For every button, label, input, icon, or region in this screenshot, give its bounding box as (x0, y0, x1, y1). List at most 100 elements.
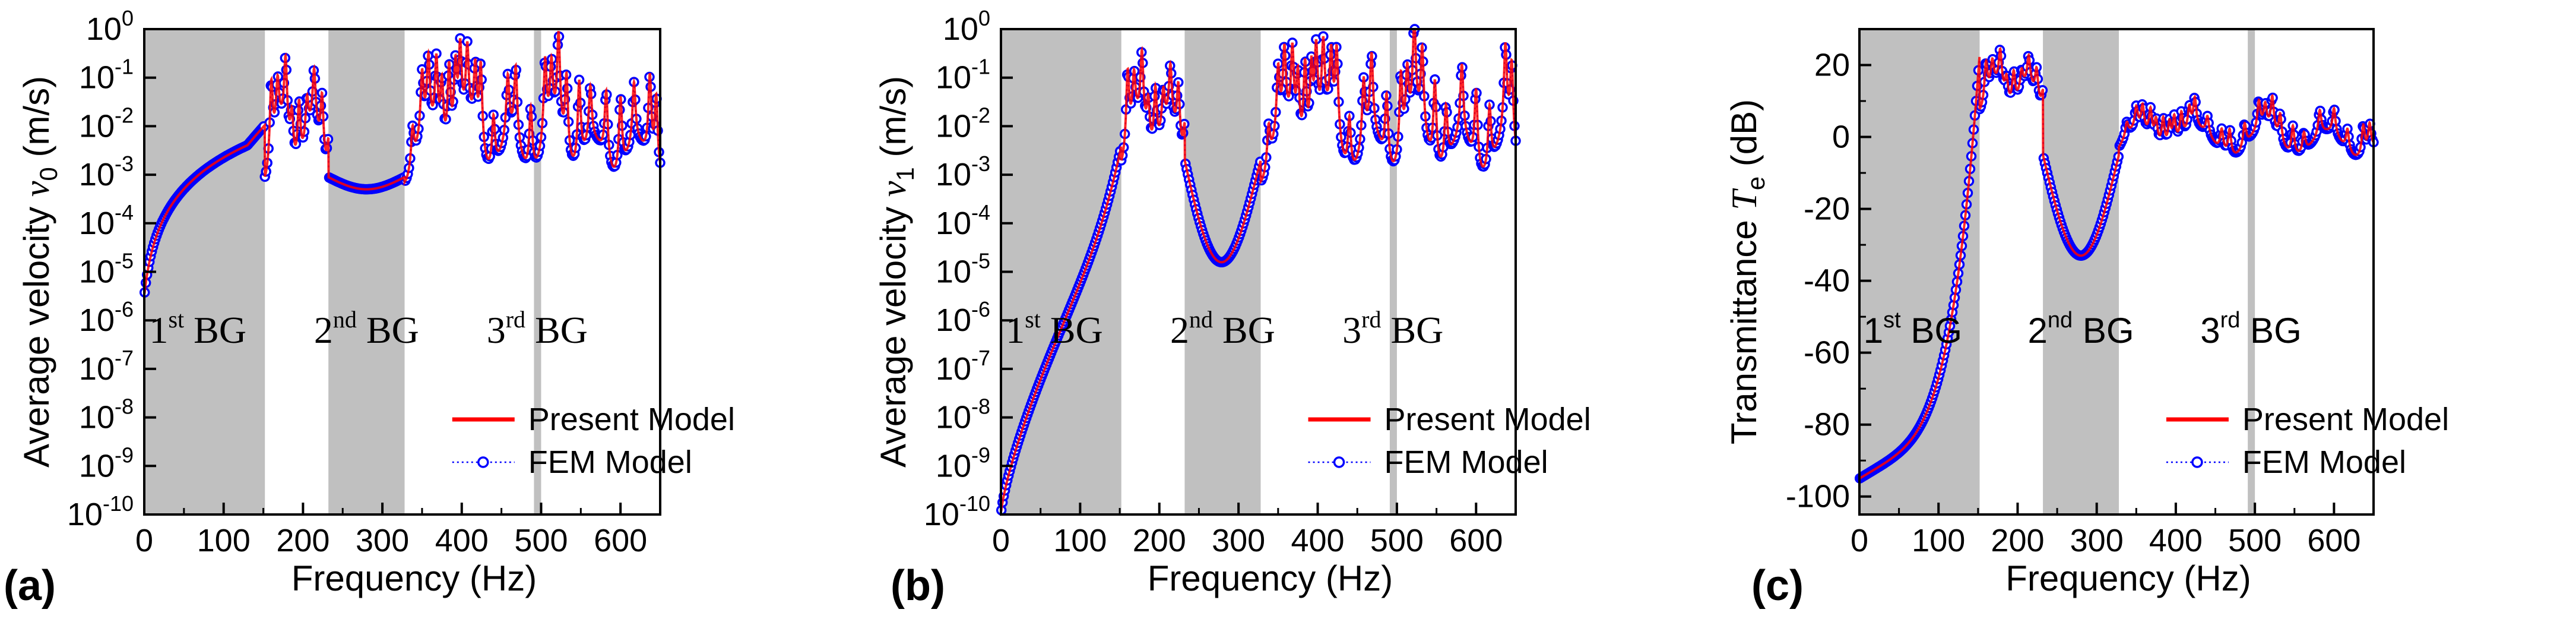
x-tick-label: 0 (135, 523, 153, 558)
band-gap-ordinal: st (1883, 308, 1901, 333)
band-gap-number: 1 (149, 309, 168, 351)
y-tick-label: 10-5 (79, 249, 134, 290)
y-label-symbol: v (874, 181, 913, 197)
y-tick-label: 10-9 (936, 443, 990, 484)
band-gap-number: 2 (2028, 311, 2048, 351)
y-tick-label: -100 (1786, 479, 1850, 514)
band-gap-text: BG (2240, 311, 2301, 351)
legend-fem-model-label: FEM Model (528, 444, 692, 480)
y-tick-base: 10 (936, 254, 971, 290)
panel-label: (a) (4, 562, 56, 610)
legend-fem-model-marker (477, 456, 489, 468)
y-label-subscript: 1 (891, 167, 919, 181)
y-label-subscript: e (1742, 176, 1770, 190)
legend-present-model-label: Present Model (2242, 402, 2449, 437)
y-tick-base: 10 (936, 400, 971, 435)
y-tick-label: 10-8 (936, 394, 990, 435)
legend: Present Model FEM Model (1308, 402, 1591, 480)
chart-panel: 0 100 200 300 400 500 600200-20-40-60-80-100Fr… (1724, 28, 2449, 610)
x-tick-label: 600 (1449, 523, 1503, 558)
y-label-prefix: Transmittance (1724, 210, 1764, 445)
x-tick-label: 600 (594, 523, 647, 558)
band-gap-label: 2nd BG (2028, 308, 2134, 351)
y-tick-base: 10 (936, 448, 971, 484)
y-tick-label: 10-6 (79, 297, 134, 338)
band-gap-ordinal: rd (2220, 308, 2241, 333)
y-tick-exponent: -3 (115, 151, 134, 176)
band-gap-text: BG (1213, 309, 1275, 351)
y-tick-exponent: -7 (115, 346, 134, 370)
y-tick-base: 10 (79, 448, 115, 484)
y-tick-label: -60 (1804, 335, 1850, 371)
y-tick-exponent: -8 (115, 394, 134, 419)
panel-label: (c) (1751, 562, 1804, 610)
y-axis-label: Average velocity v0 (m/s) (17, 76, 62, 468)
y-tick-base: 10 (79, 206, 115, 241)
y-tick-label: 10-1 (79, 55, 134, 96)
band-gap-region (144, 29, 265, 514)
y-tick-exponent: -1 (115, 55, 134, 79)
legend-fem-model-marker (1333, 456, 1345, 468)
legend: Present Model FEM Model (2166, 402, 2449, 480)
band-gap-ordinal: nd (2048, 308, 2073, 333)
band-gap-number: 1 (1864, 311, 1883, 351)
band-gap-label: 3rd BG (1342, 306, 1443, 351)
x-tick-label: 200 (1133, 523, 1186, 558)
legend-fem-model-marker (2191, 456, 2203, 468)
y-axis-label: Average velocity v1 (m/s) (873, 76, 919, 468)
y-tick-exponent: -9 (115, 443, 134, 467)
y-tick-base: 10 (67, 497, 103, 532)
x-tick-label: 500 (514, 523, 568, 558)
band-gap-ordinal: rd (1361, 306, 1381, 333)
y-tick-base: 10 (79, 157, 115, 192)
y-tick-base: 10 (79, 351, 115, 387)
y-tick-base: 10 (936, 206, 971, 241)
band-gap-ordinal: nd (333, 306, 357, 333)
band-gap-text: BG (525, 309, 588, 351)
y-tick-exponent: -6 (971, 297, 990, 321)
y-label-suffix: (m/s) (873, 76, 913, 167)
y-tick-label: 10-6 (936, 297, 990, 338)
band-gap-label: 2nd BG (1170, 306, 1275, 351)
y-tick-exponent: -5 (115, 249, 134, 273)
y-tick-label: 0 (1832, 119, 1850, 155)
y-tick-label: -40 (1804, 263, 1850, 299)
y-tick-label: 10-4 (936, 200, 990, 241)
y-tick-label: 10-9 (79, 443, 134, 484)
y-tick-base: 10 (79, 254, 115, 290)
y-tick-base: 10 (79, 108, 115, 144)
y-tick-label: 10-1 (936, 55, 990, 96)
chart-panel: 0 100 200 300 400 500 60010010-110-210-310-410… (4, 6, 735, 610)
y-tick-base: 10 (936, 108, 971, 144)
band-gap-ordinal: rd (506, 306, 525, 333)
x-tick-label: 100 (1912, 523, 1965, 558)
y-tick-exponent: -10 (103, 491, 134, 516)
y-label-symbol: v (17, 181, 56, 197)
band-gap-text: BG (357, 309, 419, 351)
y-tick-exponent: 0 (978, 6, 990, 30)
band-gap-ordinal: nd (1189, 306, 1213, 333)
x-axis-label: Frequency (Hz) (1148, 558, 1393, 598)
band-gap-label: 3rd BG (487, 306, 588, 351)
y-tick-label: 10-5 (936, 249, 990, 290)
legend-present-model-label: Present Model (1384, 402, 1591, 437)
y-tick-label: 10-3 (79, 151, 134, 192)
y-label-symbol: T (1725, 188, 1764, 210)
band-gap-number: 3 (2200, 311, 2220, 351)
band-gap-label: 1st BG (1864, 308, 1962, 351)
y-tick-exponent: -1 (971, 55, 990, 79)
y-tick-label: -80 (1804, 407, 1850, 443)
band-gap-ordinal: st (168, 306, 184, 333)
y-tick-exponent: -2 (115, 103, 134, 127)
band-gap-label: 2nd BG (314, 306, 419, 351)
y-tick-base: 10 (943, 11, 978, 47)
x-tick-label: 500 (1370, 523, 1424, 558)
band-gap-region (2043, 29, 2119, 514)
band-gap-text: BG (2073, 311, 2134, 351)
y-tick-base: 10 (936, 157, 971, 192)
y-label-subscript: 0 (34, 167, 62, 181)
x-tick-label: 500 (2228, 523, 2282, 558)
legend: Present Model FEM Model (452, 402, 735, 480)
y-label-suffix: (m/s) (17, 76, 56, 167)
band-gap-text: BG (1041, 309, 1103, 351)
